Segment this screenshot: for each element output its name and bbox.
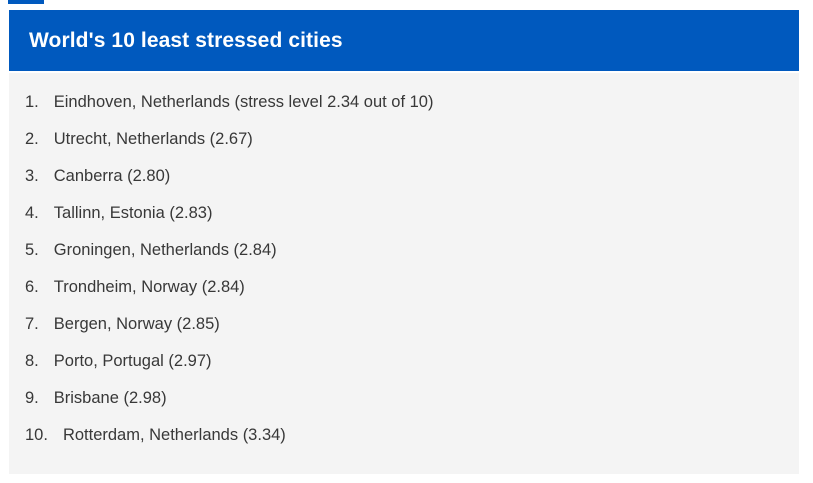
- city-entry-text: Porto, Portugal (2.97): [53, 352, 212, 370]
- city-entry-text: Tallinn, Estonia (2.83): [53, 204, 213, 222]
- city-ranking-list: 1. Eindhoven, Netherlands (stress level 2…: [9, 73, 799, 474]
- city-entry-text: Groningen, Netherlands (2.84): [53, 241, 277, 259]
- city-entry-text: Brisbane (2.98): [53, 389, 167, 407]
- city-entry-text: Eindhoven, Netherlands (stress level 2.3…: [53, 93, 434, 111]
- rank-number: 1.: [25, 93, 39, 111]
- list-item: 5. Groningen, Netherlands (2.84): [25, 232, 779, 269]
- rank-number: 8.: [25, 352, 39, 370]
- list-item: 4. Tallinn, Estonia (2.83): [25, 195, 779, 232]
- rank-number: 6.: [25, 278, 39, 296]
- cropped-element-strip: [8, 0, 44, 4]
- card-title: World's 10 least stressed cities: [29, 28, 343, 52]
- list-item: 9. Brisbane (2.98): [25, 380, 779, 417]
- list-item: 10. Rotterdam, Netherlands (3.34): [25, 417, 779, 454]
- list-item: 1. Eindhoven, Netherlands (stress level 2…: [25, 84, 779, 121]
- rank-number: 9.: [25, 389, 39, 407]
- list-item: 2. Utrecht, Netherlands (2.67): [25, 121, 779, 158]
- city-entry-text: Rotterdam, Netherlands (3.34): [62, 426, 286, 444]
- list-item: 3. Canberra (2.80): [25, 158, 779, 195]
- least-stressed-cities-card: World's 10 least stressed cities 1. Eindh…: [9, 10, 799, 474]
- city-entry-text: Bergen, Norway (2.85): [53, 315, 220, 333]
- rank-number: 10.: [25, 426, 48, 444]
- rank-number: 5.: [25, 241, 39, 259]
- rank-number: 2.: [25, 130, 39, 148]
- city-entry-text: Utrecht, Netherlands (2.67): [53, 130, 253, 148]
- city-entry-text: Canberra (2.80): [53, 167, 171, 185]
- list-item: 6. Trondheim, Norway (2.84): [25, 269, 779, 306]
- rank-number: 3.: [25, 167, 39, 185]
- rank-number: 7.: [25, 315, 39, 333]
- rank-number: 4.: [25, 204, 39, 222]
- city-entry-text: Trondheim, Norway (2.84): [53, 278, 245, 296]
- list-item: 7. Bergen, Norway (2.85): [25, 306, 779, 343]
- card-header: World's 10 least stressed cities: [9, 10, 799, 71]
- list-item: 8. Porto, Portugal (2.97): [25, 343, 779, 380]
